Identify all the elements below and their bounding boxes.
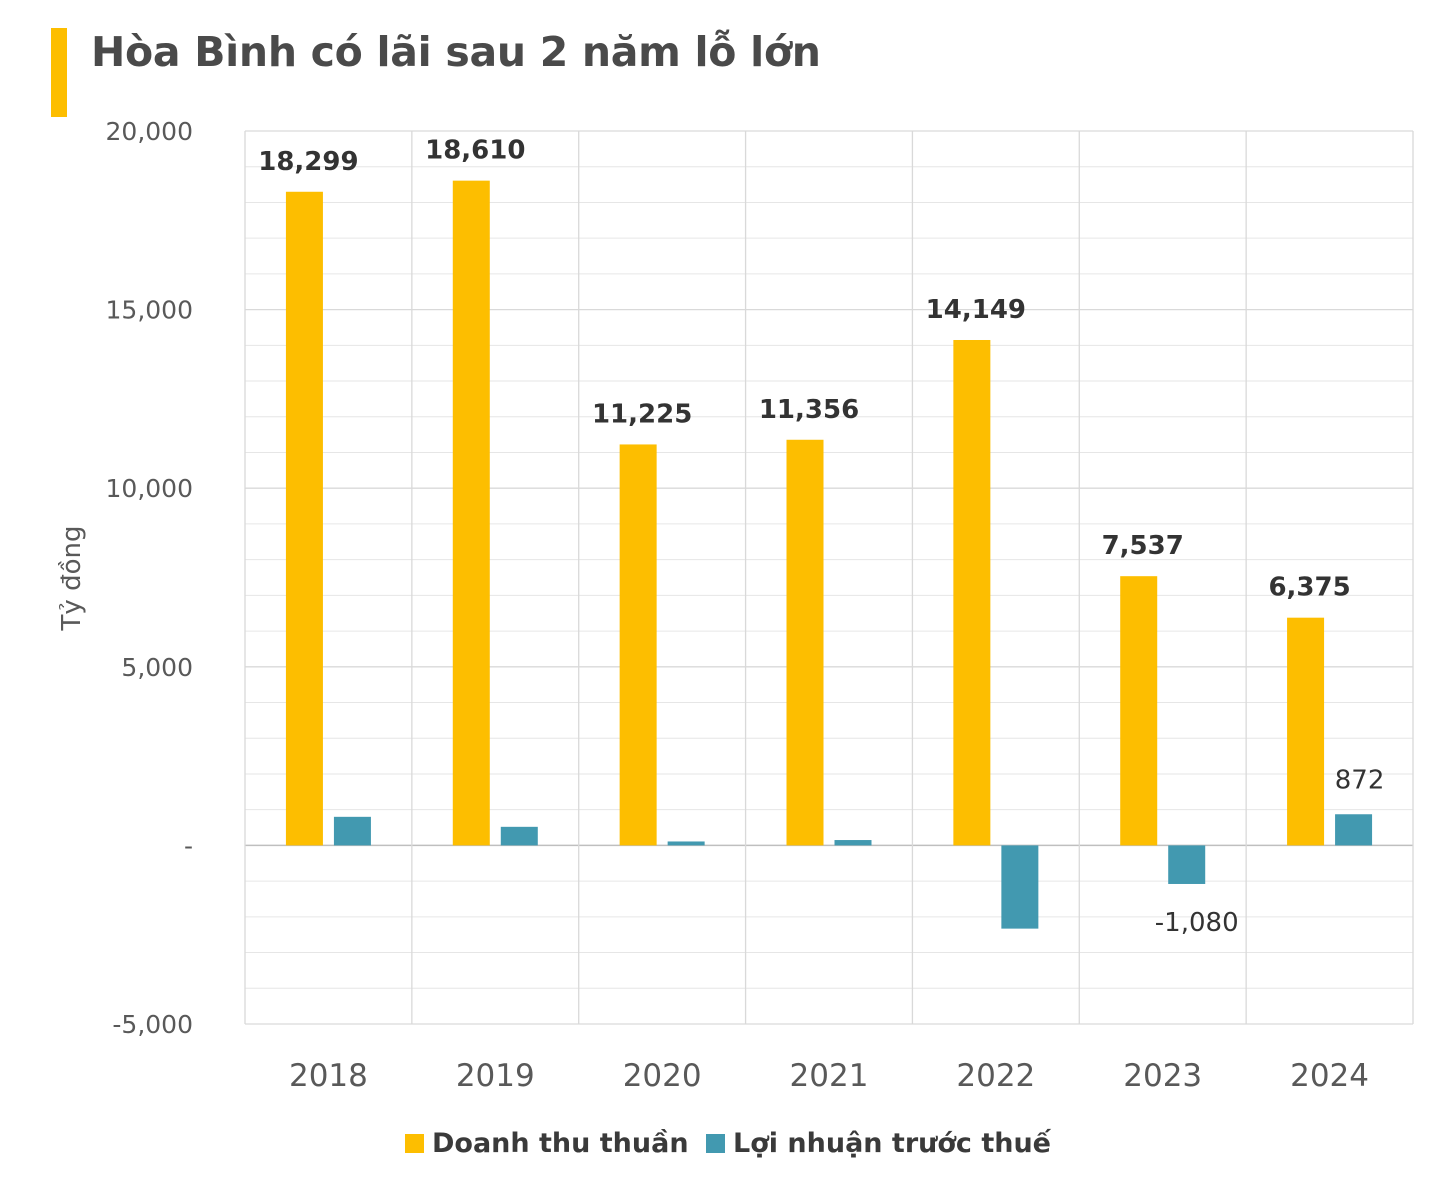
y-tick-label: 5,000 (121, 653, 193, 682)
x-tick-label: 2023 (1123, 1058, 1202, 1094)
data-label-revenue: 18,610 (425, 136, 525, 166)
legend-item-revenue: Doanh thu thuần (405, 1128, 689, 1159)
legend: Doanh thu thuần Lợi nhuận trước thuế (0, 1128, 1452, 1168)
bar-profit (667, 841, 705, 846)
bar-profit (1168, 845, 1206, 884)
y-tick-label: 10,000 (106, 474, 193, 503)
legend-label-profit: Lợi nhuận trước thuế (733, 1128, 1051, 1159)
bar-profit (333, 816, 371, 846)
bar-revenue (953, 339, 991, 846)
bar-profit (1335, 814, 1373, 846)
legend-swatch-revenue (405, 1134, 424, 1153)
data-label-profit: 872 (1335, 765, 1385, 795)
bar-revenue (285, 191, 323, 846)
bar-revenue (619, 444, 657, 846)
bar-revenue (1120, 576, 1158, 846)
data-label-revenue: 11,356 (759, 395, 859, 425)
legend-label-revenue: Doanh thu thuần (432, 1128, 689, 1159)
chart-title: Hòa Bình có lãi sau 2 năm lỗ lớn (91, 28, 821, 76)
x-tick-label: 2019 (456, 1058, 535, 1094)
data-label-profit: -1,080 (1155, 908, 1239, 938)
bar-revenue (452, 180, 490, 846)
bar-profit (834, 840, 872, 846)
bar-profit (500, 826, 538, 846)
title-accent-bar (51, 28, 67, 117)
bar-profit (1001, 845, 1039, 929)
data-label-revenue: 7,537 (1102, 531, 1184, 561)
bar-revenue (1287, 617, 1325, 846)
x-tick-label: 2018 (289, 1058, 368, 1094)
data-label-revenue: 14,149 (926, 295, 1026, 325)
data-label-revenue: 18,299 (258, 147, 358, 177)
bar-chart: 20,000 15,000 10,000 5,000 - -5,000 Tỷ đồng 201… (57, 117, 1414, 1094)
x-tick-label: 2024 (1290, 1058, 1369, 1094)
data-label-revenue: 6,375 (1268, 573, 1350, 603)
y-axis-label: Tỷ đồng (57, 526, 87, 632)
legend-swatch-profit (706, 1134, 725, 1153)
x-tick-label: 2022 (956, 1058, 1035, 1094)
x-tick-label: 2020 (623, 1058, 702, 1094)
y-tick-label: -5,000 (112, 1010, 193, 1039)
y-tick-label: 20,000 (106, 117, 193, 146)
data-label-revenue: 11,225 (592, 399, 692, 429)
bar-revenue (786, 439, 824, 846)
y-tick-label: - (184, 831, 193, 860)
y-tick-label: 15,000 (106, 296, 193, 325)
legend-item-profit: Lợi nhuận trước thuế (706, 1128, 1051, 1159)
x-tick-label: 2021 (790, 1058, 869, 1094)
